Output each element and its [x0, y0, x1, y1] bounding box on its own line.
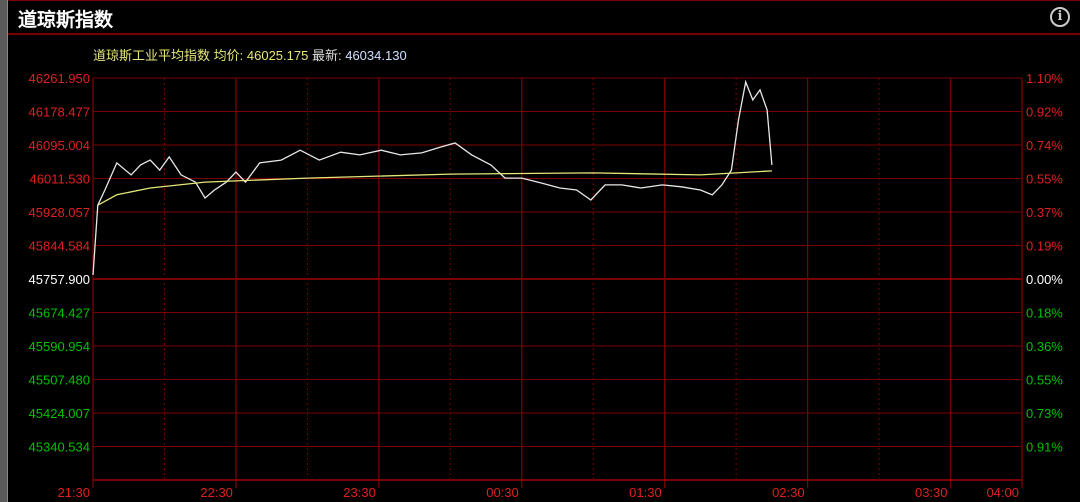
x-tick: 02:30 — [772, 485, 805, 500]
left-scrollbar[interactable] — [0, 0, 8, 502]
x-tick: 03:30 — [915, 485, 948, 500]
legend-latest-label: 最新: — [311, 48, 342, 63]
legend-latest-value: 46034.130 — [345, 48, 407, 63]
y-tick-left: 45424.007 — [29, 406, 90, 421]
y-tick-left: 46261.950 — [29, 71, 90, 86]
y-tick-left: 45340.534 — [29, 440, 90, 455]
chart-legend: 道琼斯工业平均指数 均价: 46025.175 最新: 46034.130 — [93, 45, 407, 64]
y-tick-right: 1.10% — [1026, 71, 1063, 86]
x-tick: 23:30 — [343, 485, 376, 500]
y-tick-left: 45507.480 — [29, 373, 90, 388]
y-tick-right: 0.74% — [1026, 138, 1063, 153]
y-tick-right: 0.73% — [1026, 406, 1063, 421]
average-price-line — [97, 170, 772, 206]
legend-avg-label: 均价: — [213, 48, 244, 63]
legend-avg-value: 46025.175 — [246, 48, 309, 63]
y-tick-left: 46095.004 — [29, 138, 90, 153]
x-tick: 01:30 — [629, 485, 662, 500]
title-bar: 道琼斯指数 i — [8, 0, 1080, 35]
y-tick-left: 46011.530 — [30, 172, 91, 187]
x-tick: 04:00 — [986, 485, 1019, 500]
y-tick-left: 45674.427 — [29, 306, 90, 321]
y-tick-right: 0.00% — [1026, 272, 1063, 287]
x-tick: 00:30 — [486, 485, 519, 500]
y-tick-left: 45757.900 — [29, 272, 90, 287]
y-tick-right: 0.91% — [1026, 440, 1063, 455]
y-tick-right: 0.37% — [1026, 205, 1063, 220]
y-tick-left: 46178.477 — [29, 105, 90, 120]
info-icon[interactable]: i — [1050, 7, 1070, 27]
y-tick-right: 0.18% — [1026, 306, 1063, 321]
price-line — [92, 79, 773, 276]
y-tick-right: 0.92% — [1026, 105, 1063, 120]
panel-title: 道琼斯指数 — [18, 10, 114, 31]
y-tick-left: 45928.057 — [29, 205, 90, 220]
x-tick: 22:30 — [200, 485, 233, 500]
y-tick-right: 0.55% — [1026, 172, 1063, 187]
y-tick-right: 0.36% — [1026, 339, 1063, 354]
legend-series-name: 道琼斯工业平均指数 — [93, 48, 211, 63]
y-tick-right: 0.19% — [1026, 239, 1063, 254]
y-tick-left: 45590.954 — [29, 339, 90, 354]
y-tick-left: 45844.584 — [29, 239, 90, 254]
x-tick: 21:30 — [57, 485, 90, 500]
y-tick-right: 0.55% — [1026, 373, 1063, 388]
